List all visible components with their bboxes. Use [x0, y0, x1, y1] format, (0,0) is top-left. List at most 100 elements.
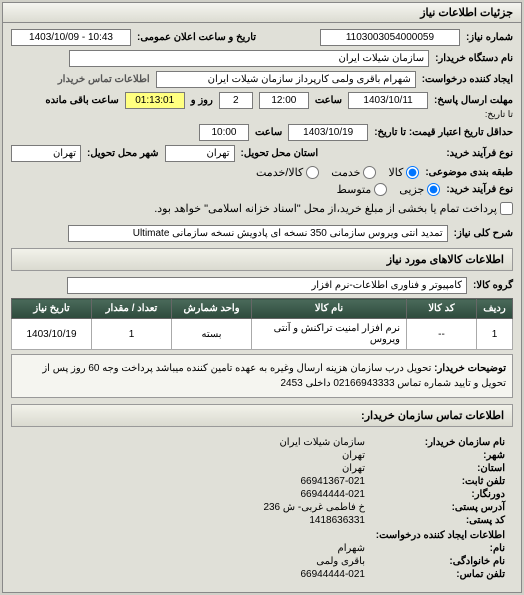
row-creator: ایجاد کننده درخواست: اطلاعات تماس خریدار	[11, 71, 513, 88]
remaining-label: ساعت باقی مانده	[45, 95, 118, 106]
radio-service-label: خدمت	[331, 166, 360, 179]
postal-code-label: کد پستی:	[365, 515, 505, 526]
row-delivery-state: نوع فرآیند خرید: استان محل تحویل: شهر مح…	[11, 145, 513, 162]
radio-service-input[interactable]	[363, 166, 376, 179]
th-name: نام کالا	[252, 299, 407, 319]
state-value: تهران	[342, 463, 365, 474]
buy-process-radios: جزیی متوسط	[337, 183, 441, 196]
need-number-input[interactable]	[320, 29, 460, 46]
buyer-device-input[interactable]	[69, 50, 429, 67]
contact-row-state: استان: تهران	[19, 463, 505, 474]
radio-minor-label: جزیی	[399, 183, 424, 196]
cell-name: نرم افزار امنیت تراکنش و آنتی ویروس	[252, 319, 407, 350]
creator-input[interactable]	[156, 71, 416, 88]
postal-addr-label: آدرس پستی:	[365, 502, 505, 513]
panel-title: جزئیات اطلاعات نیاز	[3, 3, 521, 23]
partial-payment-checkbox[interactable]	[500, 202, 513, 215]
cell-date: 1403/10/19	[12, 319, 92, 350]
goods-info-title: اطلاعات کالاهای مورد نیاز	[11, 248, 513, 271]
contact-row-city: شهر: تهران	[19, 450, 505, 461]
row-general-desc: شرح کلی نیاز:	[11, 225, 513, 242]
deadline-send-label2: تا تاریخ:	[485, 109, 513, 120]
deadline-time-input[interactable]	[259, 92, 309, 109]
row-buyer-device: نام دستگاه خریدار:	[11, 50, 513, 67]
delivery-state-label: استان محل تحویل:	[241, 148, 319, 159]
price-validity-time-input[interactable]	[199, 124, 249, 141]
contact-row-postal-code: کد پستی: 1418636331	[19, 515, 505, 526]
delivery-city-label: شهر محل تحویل:	[87, 148, 159, 159]
postal-code-value: 1418636331	[309, 515, 365, 526]
buyer-desc-label: توضیحات خریدار:	[434, 363, 506, 374]
remaining-time-input[interactable]	[125, 92, 185, 109]
goods-type-label: طبقه بندی موضوعی:	[425, 167, 513, 178]
price-validity-label: حداقل تاریخ اعتبار قیمت: تا تاریخ:	[374, 127, 513, 138]
city-value: تهران	[342, 450, 365, 461]
radio-goods-service-label: کالا/خدمت	[256, 166, 303, 179]
radio-medium[interactable]: متوسط	[337, 183, 388, 196]
announce-datetime-input[interactable]	[11, 29, 131, 46]
row-need-number: شماره نیاز: تاریخ و ساعت اعلان عمومی:	[11, 29, 513, 46]
row-deadline: مهلت ارسال پاسخ: ساعت روز و ساعت باقی ما…	[11, 92, 513, 109]
general-desc-input[interactable]	[68, 225, 448, 242]
th-code: کد کالا	[407, 299, 477, 319]
state-label: استان:	[365, 463, 505, 474]
contact-section: نام سازمان خریدار: سازمان شیلات ایران شه…	[11, 433, 513, 586]
radio-goods-input[interactable]	[406, 166, 419, 179]
contact-row-org: نام سازمان خریدار: سازمان شیلات ایران	[19, 437, 505, 448]
org-label: نام سازمان خریدار:	[365, 437, 505, 448]
deadline-send-label: مهلت ارسال پاسخ:	[434, 95, 513, 106]
creator-info-title-row: اطلاعات ایجاد کننده درخواست:	[19, 530, 505, 541]
row-goods-group: گروه کالا:	[11, 277, 513, 294]
panel-body: شماره نیاز: تاریخ و ساعت اعلان عمومی: نا…	[3, 23, 521, 592]
deadline-date-input[interactable]	[348, 92, 428, 109]
name-label: نام:	[365, 543, 505, 554]
th-unit: واحد شمارش	[172, 299, 252, 319]
delivery-city-input[interactable]	[11, 145, 81, 162]
contact-phone-value: 66944444-021	[300, 569, 365, 580]
radio-goods-label: کالا	[388, 166, 403, 179]
radio-goods[interactable]: کالا	[388, 166, 419, 179]
phone-value: 66941367-021	[300, 476, 365, 487]
row-buy-process: نوع فرآیند خرید: جزیی متوسط پرداخت تمام …	[11, 183, 513, 215]
radio-medium-input[interactable]	[374, 183, 387, 196]
partial-payment-check[interactable]: پرداخت تمام یا بخشی از مبلغ خرید،از محل …	[154, 202, 513, 215]
contact-row-addr: آدرس پستی: خ فاطمی غربی- ش 236	[19, 502, 505, 513]
announce-datetime-label: تاریخ و ساعت اعلان عمومی:	[137, 32, 256, 43]
delivery-state-input[interactable]	[165, 145, 235, 162]
fax-label: دورنگار:	[365, 489, 505, 500]
general-desc-label: شرح کلی نیاز:	[454, 228, 513, 239]
row-goods-type: طبقه بندی موضوعی: کالا خدمت کالا/خدمت	[11, 166, 513, 179]
radio-minor[interactable]: جزیی	[399, 183, 440, 196]
radio-goods-service[interactable]: کالا/خدمت	[256, 166, 319, 179]
time-label-2: ساعت	[255, 127, 282, 138]
fax-value: 66944444-021	[300, 489, 365, 500]
price-validity-date-input[interactable]	[288, 124, 368, 141]
remaining-days-input[interactable]	[219, 92, 253, 109]
row-price-validity: حداقل تاریخ اعتبار قیمت: تا تاریخ: ساعت	[11, 124, 513, 141]
days-and-label: روز و	[191, 95, 213, 106]
contact-row-contact-phone: تلفن تماس: 66944444-021	[19, 569, 505, 580]
contact-phone-label: تلفن تماس:	[365, 569, 505, 580]
contact-row-name: نام: شهرام	[19, 543, 505, 554]
th-date: تاریخ نیاز	[12, 299, 92, 319]
radio-service[interactable]: خدمت	[331, 166, 376, 179]
th-row-num: ردیف	[477, 299, 513, 319]
cell-qty: 1	[92, 319, 172, 350]
family-label: نام خانوادگی:	[365, 556, 505, 567]
buy-process-label2: نوع فرآیند خرید:	[446, 184, 513, 195]
contact-row-phone: تلفن ثابت: 66941367-021	[19, 476, 505, 487]
postal-addr-value: خ فاطمی غربی- ش 236	[263, 502, 365, 513]
name-value: شهرام	[338, 543, 365, 554]
cell-code: --	[407, 319, 477, 350]
contact-section-title: اطلاعات تماس سازمان خریدار:	[11, 404, 513, 427]
radio-minor-input[interactable]	[427, 183, 440, 196]
buy-process-label: نوع فرآیند خرید:	[446, 148, 513, 159]
cell-row-num: 1	[477, 319, 513, 350]
creator-label: ایجاد کننده درخواست:	[422, 74, 513, 85]
city-label: شهر:	[365, 450, 505, 461]
radio-goods-service-input[interactable]	[306, 166, 319, 179]
time-label-1: ساعت	[315, 95, 342, 106]
goods-group-input[interactable]	[67, 277, 467, 294]
buyer-device-label: نام دستگاه خریدار:	[435, 53, 513, 64]
details-panel: جزئیات اطلاعات نیاز شماره نیاز: تاریخ و …	[2, 2, 522, 593]
